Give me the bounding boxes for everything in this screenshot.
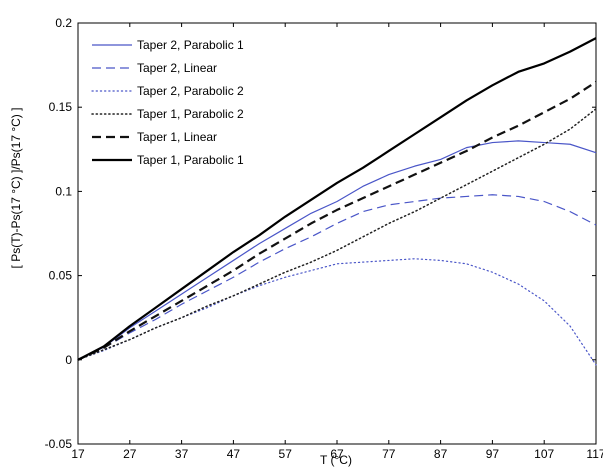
- y-tick-label: -0.05: [45, 437, 73, 451]
- x-tick-label: 107: [534, 447, 554, 461]
- x-tick-label: 97: [486, 447, 500, 461]
- y-tick-label: 0.05: [49, 269, 73, 283]
- series-line-6: [77, 37, 597, 361]
- y-tick-label: 0.2: [55, 16, 72, 30]
- legend-label: Taper 2, Parabolic 1: [137, 38, 244, 52]
- y-tick-label: 0.15: [49, 100, 73, 114]
- series-line-2: [77, 194, 597, 361]
- legend-label: Taper 1, Parabolic 2: [137, 107, 244, 121]
- x-tick-label: 87: [434, 447, 448, 461]
- x-tick-label: 57: [279, 447, 293, 461]
- x-tick-label: 47: [227, 447, 241, 461]
- x-tick-label: 77: [382, 447, 396, 461]
- x-tick-label: 27: [123, 447, 137, 461]
- legend-label: Taper 1, Parabolic 1: [137, 153, 244, 167]
- series-line-1: [77, 140, 597, 361]
- x-tick-label: 17: [71, 447, 85, 461]
- series-line-5: [77, 81, 597, 361]
- series-lines: [77, 37, 597, 366]
- series-line-3: [77, 258, 597, 366]
- axes: 17 27 37 47 57 67 77 87 97 107 117 -0.05 0 0.05 0.1 0.1…: [45, 16, 603, 461]
- legend-label: Taper 2, Parabolic 2: [137, 84, 244, 98]
- legend-label: Taper 1, Linear: [137, 130, 217, 144]
- series-line-4: [77, 108, 597, 361]
- x-tick-label: 117: [586, 447, 603, 461]
- x-axis-title: T (°C): [320, 453, 352, 467]
- legend: Taper 2, Parabolic 1 Taper 2, Linear Taper…: [84, 30, 298, 168]
- y-tick-label: 0: [65, 353, 72, 367]
- legend-label: Taper 2, Linear: [137, 61, 217, 75]
- x-tick-label: 67: [330, 447, 344, 461]
- x-tick-label: 37: [175, 447, 189, 461]
- legend-box: [84, 30, 298, 168]
- y-tick-label: 0.1: [55, 184, 72, 198]
- y-axis-title: [ Ps(T)-Ps(17 °C) ]/Ps(17 °C) ]: [9, 108, 23, 269]
